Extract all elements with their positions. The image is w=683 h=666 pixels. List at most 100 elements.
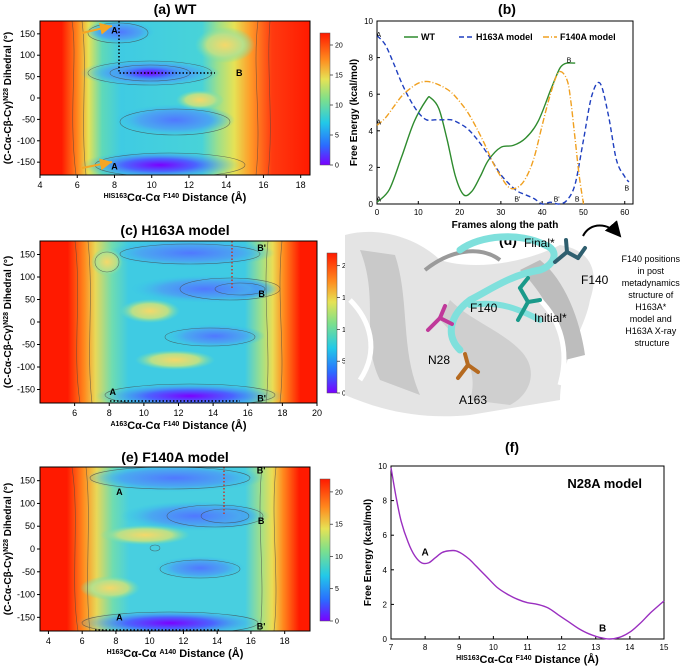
annotation-e-2: B — [258, 516, 265, 526]
panel-f-label: (f) — [505, 439, 519, 455]
annotation-e-0: B' — [257, 466, 266, 476]
annotation-a-2: A — [111, 161, 118, 171]
xtick-label-b-2: 20 — [455, 208, 464, 217]
panel-f-title: N28A model — [567, 476, 642, 491]
label-f140-top: F140 — [581, 273, 609, 287]
xtick-label-e-4: 12 — [178, 636, 188, 646]
axis-e-ylabel: (C-Cα-Cβ-Cγ)N28 Dihedral (°) — [3, 483, 15, 615]
colorbar-c — [326, 252, 338, 394]
ytick-label-f-4: 8 — [383, 497, 388, 506]
axis-e-xlabel-post: Distance (Å) — [176, 647, 244, 660]
ytick-label-c-5: 100 — [20, 272, 35, 282]
protein-structure-render — [345, 231, 594, 417]
ytick-label-f-2: 4 — [383, 566, 388, 575]
ytick-label-e-3: 0 — [30, 544, 35, 554]
xtick-label-e-2: 8 — [113, 636, 118, 646]
annotation-a-1: B — [236, 68, 243, 78]
xtick-label-a-0: 4 — [37, 180, 42, 190]
annotation-b-6: B — [567, 57, 572, 64]
a163-sticks — [456, 352, 480, 380]
arrow-a-top — [81, 22, 113, 35]
ytick-label-a-4: 50 — [25, 72, 35, 82]
xtick-label-f-5: 12 — [557, 643, 566, 652]
axis-e-ylabel-a: (C-Cα-Cβ-Cγ) — [3, 552, 14, 615]
xtick-label-f-2: 9 — [457, 643, 462, 652]
f140-teal-sticks — [516, 276, 542, 322]
cbar-label-e-0: 0 — [335, 619, 339, 626]
ytick-label-a-3: 0 — [30, 93, 35, 103]
panel-e-title: (e) F140A model — [121, 449, 229, 465]
annotation-e-4: B' — [257, 621, 266, 631]
ytick-label-f-3: 6 — [383, 531, 388, 540]
axis-e-xlabel-pre: H163 — [107, 649, 124, 656]
axis-f-xlabel-sup: F140 — [516, 655, 532, 662]
annotation-b-0: A — [376, 32, 381, 39]
ytick-label-c-2: -50 — [22, 340, 35, 350]
xtick-label-f-1: 8 — [423, 643, 428, 652]
cbar-label-e-1: 5 — [335, 586, 339, 593]
annotation-b-3: B' — [514, 197, 520, 204]
panel-d-note: F140 positions in post metadynamics stru… — [621, 254, 682, 348]
ytick-label-a-0: -150 — [17, 157, 35, 167]
xtick-label-a-4: 12 — [184, 180, 194, 190]
path-dotted-a — [118, 21, 215, 74]
axis-f-xlabel: HIS163Cα-Cα F140 Distance (Å) — [456, 653, 599, 666]
heatmap-a-field — [40, 21, 310, 175]
ytick-label-c-1: -100 — [17, 362, 35, 372]
xtick-label-e-7: 18 — [280, 636, 290, 646]
axis-a-xlabel-post: Distance (Å) — [179, 191, 247, 204]
cbar-label-a-1: 5 — [335, 133, 339, 140]
xtick-label-c-6: 18 — [277, 408, 287, 418]
ytick-label-a-1: -100 — [17, 136, 35, 146]
axis-c-xlabel-sup: F140 — [163, 421, 179, 428]
legend-b: WT H163A model F140A model — [404, 32, 616, 42]
xtick-label-c-5: 16 — [243, 408, 253, 418]
panel-a: (a) WT A B A — [3, 1, 343, 204]
annotation-f-1: B — [599, 624, 606, 635]
ytick-label-f-5: 10 — [378, 462, 387, 471]
ytick-label-f-0: 0 — [383, 635, 388, 644]
axis-e-xlabel: H163Cα-Cα A140 Distance (Å) — [107, 647, 244, 660]
annotation-f-0: A — [422, 548, 429, 559]
cbar-label-e-2: 10 — [335, 554, 343, 561]
ytick-label-c-4: 50 — [25, 295, 35, 305]
annotation-c-2: A — [109, 387, 116, 397]
axis-a-ylabel-b: Dihedral (°) — [3, 32, 14, 88]
axis-c-ylabel-a: (C-Cα-Cβ-Cγ) — [3, 325, 14, 388]
annotation-b-1: A — [376, 120, 381, 127]
panel-e: (e) F140A model — [3, 449, 343, 660]
axis-c-xlabel-pre: A163 — [110, 421, 127, 428]
xtick-label-e-3: 10 — [145, 636, 155, 646]
axis-f-xlabel-pre: HIS163 — [456, 655, 479, 662]
ytick-label-c-0: -150 — [17, 385, 35, 395]
axis-c-xlabel: A163Cα-Cα F140 Distance (Å) — [110, 419, 246, 432]
annotation-e-1: A — [116, 487, 123, 497]
panel-d: (d) — [345, 220, 682, 417]
axis-f-xlabel-mid: Cα-Cα — [480, 654, 516, 666]
xtick-label-e-1: 6 — [80, 636, 85, 646]
xtick-label-f-4: 11 — [523, 643, 532, 652]
xtick-label-a-2: 8 — [112, 180, 117, 190]
axis-a-xlabel-sup: F140 — [163, 193, 179, 200]
xtick-label-b-1: 10 — [414, 208, 423, 217]
series-b-0 — [376, 62, 576, 203]
annotation-e-3: A — [116, 612, 123, 622]
xtick-label-c-7: 20 — [312, 408, 322, 418]
ytick-label-b-3: 6 — [369, 90, 374, 99]
axis-a-xlabel-pre: HIS163 — [104, 193, 127, 200]
panel-a-title: (a) WT — [154, 1, 197, 17]
xtick-label-b-0: 0 — [375, 208, 380, 217]
ytick-label-f-1: 2 — [383, 600, 388, 609]
xtick-label-e-0: 4 — [46, 636, 51, 646]
label-a163: A163 — [459, 393, 487, 407]
axis-a-ylabel-a: (C-Cα-Cβ-Cγ) — [3, 101, 14, 164]
annotation-a-0: A — [111, 25, 118, 35]
axis-a-ylabel-sup: N28 — [3, 88, 10, 101]
series-f-0 — [390, 467, 665, 640]
ytick-label-c-6: 150 — [20, 250, 35, 260]
label-initial: Initial* — [534, 311, 567, 325]
axis-e-xlabel-mid: Cα-Cα — [123, 648, 159, 660]
xtick-label-b-6: 60 — [620, 208, 629, 217]
cbar-label-a-0: 0 — [335, 163, 339, 170]
cbar-label-e-4: 20 — [335, 489, 343, 496]
